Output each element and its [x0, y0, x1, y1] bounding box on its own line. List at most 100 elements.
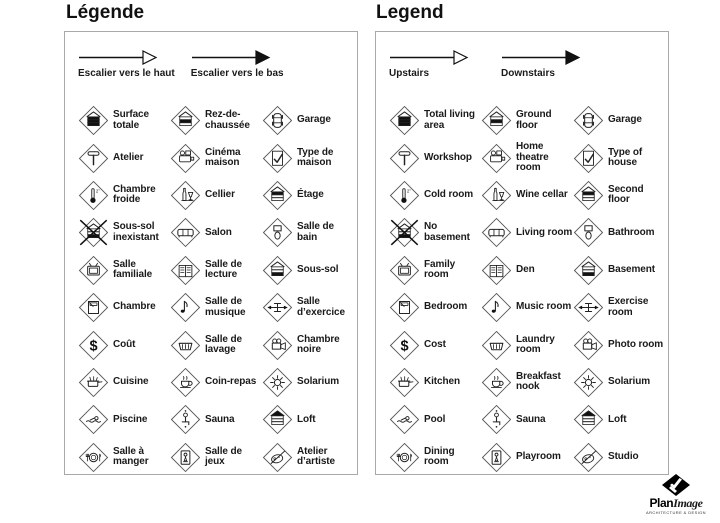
stairs-arrow-open: [390, 50, 469, 65]
movie-camera-icon: [262, 330, 293, 360]
stairs-arrow-filled: [191, 50, 271, 65]
legend-item-label: Breakfast nook: [516, 370, 561, 393]
swimmer-icon: [78, 405, 109, 435]
pawn-door-icon: [481, 442, 512, 472]
legend-item-label: Garage: [608, 114, 642, 126]
coffee-cup-icon: [170, 367, 201, 398]
legend-item-label: Atelier: [113, 151, 144, 163]
stairs-row: Upstairs Downstairs: [389, 50, 657, 96]
stairs-up-arrow-group: Escalier vers le haut: [78, 50, 175, 96]
legend-item-label: Chambre froide: [113, 183, 156, 206]
legend-item-label: Coin-repas: [205, 376, 257, 388]
legend-item-label: Loft: [297, 413, 316, 425]
open-book-icon: [481, 255, 512, 285]
logo-tagline: ARCHITECTURE & DESIGN: [646, 510, 706, 515]
legend-item-label: Garage: [297, 114, 331, 126]
legend-item: 2° Chambre froide: [78, 177, 170, 214]
legend-item: Salle à manger: [78, 439, 170, 476]
pawn-door-icon: [170, 442, 201, 472]
sauna-person-icon: [481, 405, 512, 435]
legend-item-label: Salle à manger: [113, 445, 149, 468]
washtub-icon: [481, 330, 512, 360]
stairs-arrow-label: Escalier vers le haut: [78, 68, 175, 79]
legend-item-label: Kitchen: [424, 376, 460, 388]
legend-item: Bedroom: [389, 289, 481, 326]
legend-title-french: Légende: [66, 2, 145, 23]
legend-item-label: Laundry room: [516, 333, 555, 356]
legend-item: Home theatre room: [481, 139, 573, 176]
swimmer-icon: [389, 405, 420, 435]
palette-icon: [262, 442, 293, 472]
legend-item: Solarium: [262, 364, 354, 401]
legend-items-grid: Total living area Ground floor Garage Works…: [389, 102, 663, 476]
legend-item: Exercise room: [573, 289, 665, 326]
legend-item: Sauna: [481, 401, 573, 438]
legend-item: Kitchen: [389, 364, 481, 401]
legend-item-label: Wine cellar: [516, 189, 568, 201]
legend-item: Dining room: [389, 439, 481, 476]
legend-item-label: Basement: [608, 264, 655, 275]
planimage-logo: PlanImage ARCHITECTURE & DESIGN: [638, 474, 714, 515]
stairs-arrow-label: Upstairs: [389, 68, 430, 79]
sofa-icon: [481, 218, 512, 248]
legend-item-label: Surface totale: [113, 109, 149, 131]
legend-item: Sous-sol: [262, 252, 354, 289]
cooking-pot-icon: [78, 367, 109, 398]
legend-item: Den: [481, 252, 573, 289]
hammer-icon: [389, 143, 420, 173]
legend-item: Atelier d’artiste: [262, 439, 354, 476]
legend-title-english: Legend: [376, 2, 444, 23]
stairs-arrow-label: Downstairs: [501, 68, 555, 79]
legend-item: Surface totale: [78, 102, 170, 139]
car-garage-icon: [573, 106, 604, 136]
house-loft-icon: [573, 405, 604, 435]
legend-item: Living room: [481, 214, 573, 251]
tv-icon: [389, 255, 420, 285]
legend-item-label: Salle de lavage: [205, 333, 242, 356]
legend-item: Photo room: [573, 326, 665, 363]
house-total-area-icon: [389, 106, 420, 136]
legend-item: Music room: [481, 289, 573, 326]
legend-item-label: Atelier d’artiste: [297, 445, 336, 468]
legend-panel-english: Upstairs Downstairs Total living area Grou…: [375, 31, 669, 475]
legend-item: Coin-repas: [170, 364, 262, 401]
music-note-icon: [481, 292, 512, 323]
logo-image-text: Image: [673, 496, 703, 510]
dollar-icon: $: [78, 330, 109, 360]
legend-item: Type de maison: [262, 139, 354, 176]
legend-item-label: Cuisine: [113, 376, 149, 388]
no-basement-cross-icon: [389, 218, 420, 248]
legend-item-label: Chambre: [113, 301, 156, 313]
music-note-icon: [170, 292, 201, 323]
legend-item-label: Family room: [424, 258, 456, 281]
legend-item-label: Total living area: [424, 109, 475, 131]
legend-item: Ground floor: [481, 102, 573, 139]
legend-item: $ Cost: [389, 326, 481, 363]
legend-item: Rez-de-chaussée: [170, 102, 262, 139]
sun-icon: [262, 367, 293, 398]
film-projector-icon: [170, 143, 201, 173]
legend-item: Cuisine: [78, 364, 170, 401]
barbell-icon: [573, 292, 604, 323]
sun-icon: [573, 367, 604, 398]
legend-item-label: Cost: [424, 338, 446, 350]
legend-item: Second floor: [573, 177, 665, 214]
house-second-floor-icon: [262, 180, 293, 211]
legend-item-label: Dining room: [424, 445, 455, 468]
legend-item: Salle de jeux: [170, 439, 262, 476]
legend-item-label: Loft: [608, 413, 627, 425]
legend-item: Salle de lecture: [170, 252, 262, 289]
legend-item-label: Solarium: [608, 376, 650, 388]
legend-item-label: Second floor: [608, 183, 644, 206]
legend-item: Family room: [389, 252, 481, 289]
logo-plan-text: Plan: [649, 496, 674, 510]
legend-item-label: Type of house: [608, 146, 643, 169]
legend-item: Garage: [573, 102, 665, 139]
stairs-row: Escalier vers le haut Escalier vers le ba…: [78, 50, 346, 96]
legend-item-label: Playroom: [516, 450, 561, 462]
legend-items-grid: Surface totale Rez-de-chaussée Garage Ateli…: [78, 102, 346, 476]
planimage-logo-mark-icon: [662, 474, 690, 496]
svg-text:$: $: [89, 338, 97, 354]
stairs-arrow-filled: [502, 50, 581, 65]
house-basement-icon: [262, 255, 293, 285]
